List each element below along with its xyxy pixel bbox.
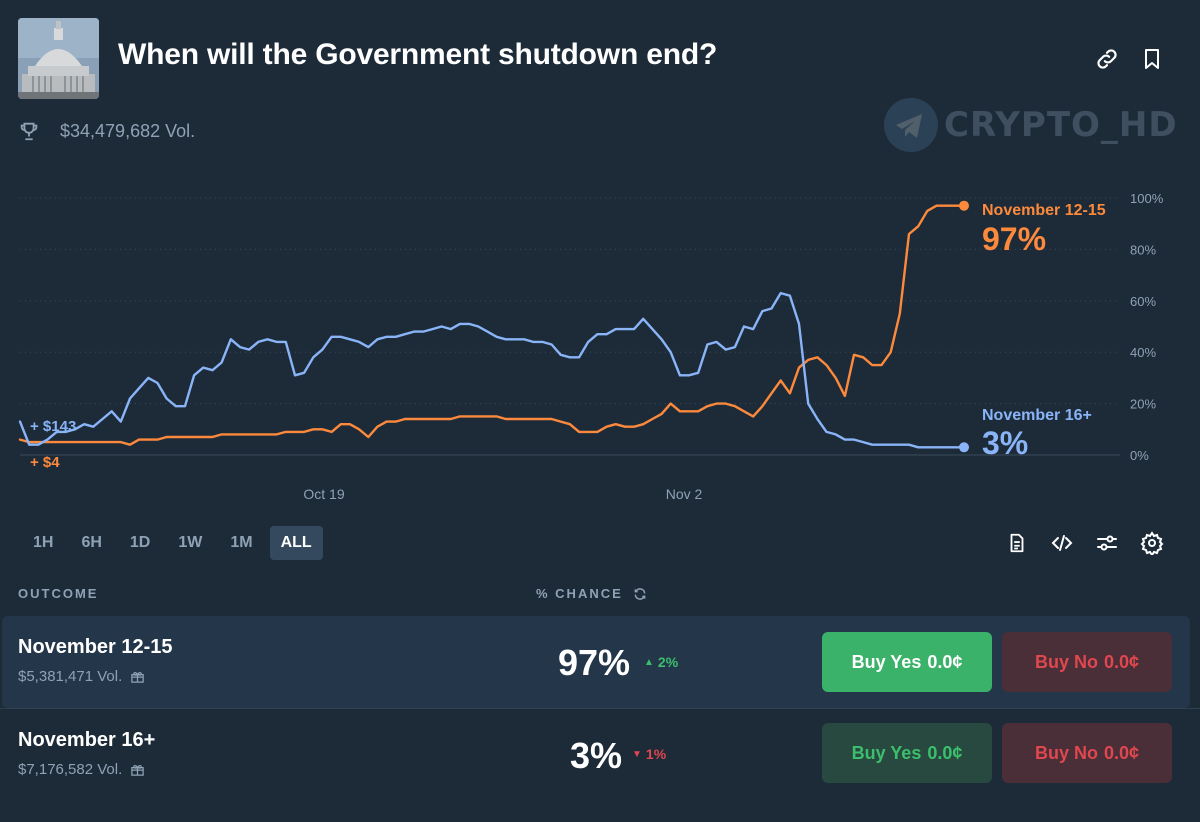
outcome-chance: 97% — [558, 642, 631, 683]
outcome-volume: $5,381,471 Vol. — [18, 668, 145, 685]
range-button-1d[interactable]: 1D — [129, 534, 151, 551]
chance-column-header: % CHANCE — [536, 586, 647, 601]
trophy-icon — [20, 122, 38, 141]
range-button-1h[interactable]: 1H — [33, 534, 54, 551]
buy-no-button[interactable]: Buy No 0.0¢ — [1002, 723, 1172, 783]
buy-no-label: Buy No — [1034, 651, 1098, 672]
chance-change-value: 1% — [645, 746, 667, 762]
range-button-all[interactable]: ALL — [269, 526, 323, 560]
x-tick-label: Nov 2 — [666, 486, 703, 502]
outcome-column-header: OUTCOME — [18, 586, 99, 601]
outcome-chance: 3% — [570, 735, 623, 776]
capitol-building-image — [18, 18, 99, 99]
triangle-down-icon: ▼ — [632, 748, 642, 760]
refresh-icon[interactable] — [633, 587, 647, 601]
series-end-dot-2 — [959, 442, 969, 453]
range-button-1w[interactable]: 1W — [178, 534, 203, 551]
code-icon[interactable] — [1050, 531, 1073, 555]
series-name-label: November 16+ — [982, 407, 1092, 424]
series-value-label: 3% — [982, 425, 1028, 461]
buy-yes-label: Buy Yes — [851, 742, 922, 763]
outcome-name: November 12-15 — [18, 636, 173, 658]
total-volume-text: $34,479,682 Vol. — [60, 120, 196, 141]
y-tick-label: 20% — [1130, 397, 1156, 412]
time-range-selector: 1H 6H 1D 1W 1M ALL — [22, 526, 329, 560]
chance-change-up: ▲ 2% — [644, 654, 678, 670]
chance-change-value: 2% — [657, 654, 679, 670]
y-tick-label: 60% — [1130, 294, 1156, 309]
buy-yes-price: 0.0¢ — [927, 742, 963, 763]
outcome-volume-text: $7,176,582 Vol. — [18, 761, 123, 778]
range-button-6h[interactable]: 6H — [81, 534, 102, 551]
outcome-name: November 16+ — [18, 729, 156, 751]
market-thumbnail — [18, 18, 99, 99]
chance-column-label: % CHANCE — [536, 586, 623, 601]
page-title: When will the Government shutdown end? — [118, 38, 718, 71]
series-end-dot-1 — [959, 200, 969, 211]
buy-yes-button[interactable]: Buy Yes 0.0¢ — [822, 632, 992, 692]
document-icon[interactable] — [1006, 531, 1028, 555]
row-divider — [0, 708, 1200, 709]
series-start-label: + $4 — [30, 454, 60, 471]
series-line-2 — [18, 291, 966, 449]
series-start-label: + $143 — [30, 418, 76, 435]
buy-no-label: Buy No — [1034, 742, 1098, 763]
watermark: CRYPTO_HD — [884, 98, 1178, 152]
gear-icon[interactable] — [1140, 531, 1164, 557]
range-button-1m[interactable]: 1M — [230, 534, 253, 551]
outcome-volume-text: $5,381,471 Vol. — [18, 668, 123, 685]
buy-yes-label: Buy Yes — [851, 651, 922, 672]
y-tick-label: 80% — [1130, 242, 1156, 257]
triangle-up-icon: ▲ — [644, 656, 654, 668]
chance-change-down: ▼ 1% — [632, 746, 666, 762]
y-tick-label: 40% — [1130, 345, 1156, 360]
y-tick-label: 0% — [1130, 448, 1149, 463]
outcome-volume: $7,176,582 Vol. — [18, 761, 145, 778]
outcome-row[interactable]: November 12-15 $5,381,471 Vol. 97% ▲ 2% … — [2, 616, 1190, 708]
sliders-icon[interactable] — [1095, 531, 1117, 555]
link-icon[interactable] — [1094, 46, 1120, 72]
telegram-icon — [884, 98, 938, 152]
buy-no-price: 0.0¢ — [1103, 742, 1140, 763]
total-volume: $34,479,682 Vol. — [18, 118, 195, 144]
buy-yes-button[interactable]: Buy Yes 0.0¢ — [822, 723, 992, 783]
watermark-text: CRYPTO_HD — [944, 105, 1178, 145]
bookmark-icon[interactable] — [1140, 46, 1166, 72]
gift-icon — [131, 765, 145, 776]
series-name-label: November 12-15 — [982, 202, 1106, 219]
x-tick-label: Oct 19 — [303, 486, 344, 502]
outcome-row[interactable]: November 16+ $7,176,582 Vol. 3% ▼ 1% Buy… — [0, 709, 1200, 799]
buy-no-button[interactable]: Buy No 0.0¢ — [1002, 632, 1172, 692]
series-value-label: 97% — [982, 221, 1046, 257]
price-chart[interactable]: 100% 80% 60% 40% 20% 0% Oct 19 Nov 2 November 12… — [0, 180, 1200, 510]
series-line-1 — [18, 204, 966, 446]
buy-no-price: 0.0¢ — [1103, 651, 1140, 672]
buy-yes-price: 0.0¢ — [927, 651, 963, 672]
gift-icon — [131, 672, 145, 683]
y-tick-label: 100% — [1130, 191, 1164, 206]
